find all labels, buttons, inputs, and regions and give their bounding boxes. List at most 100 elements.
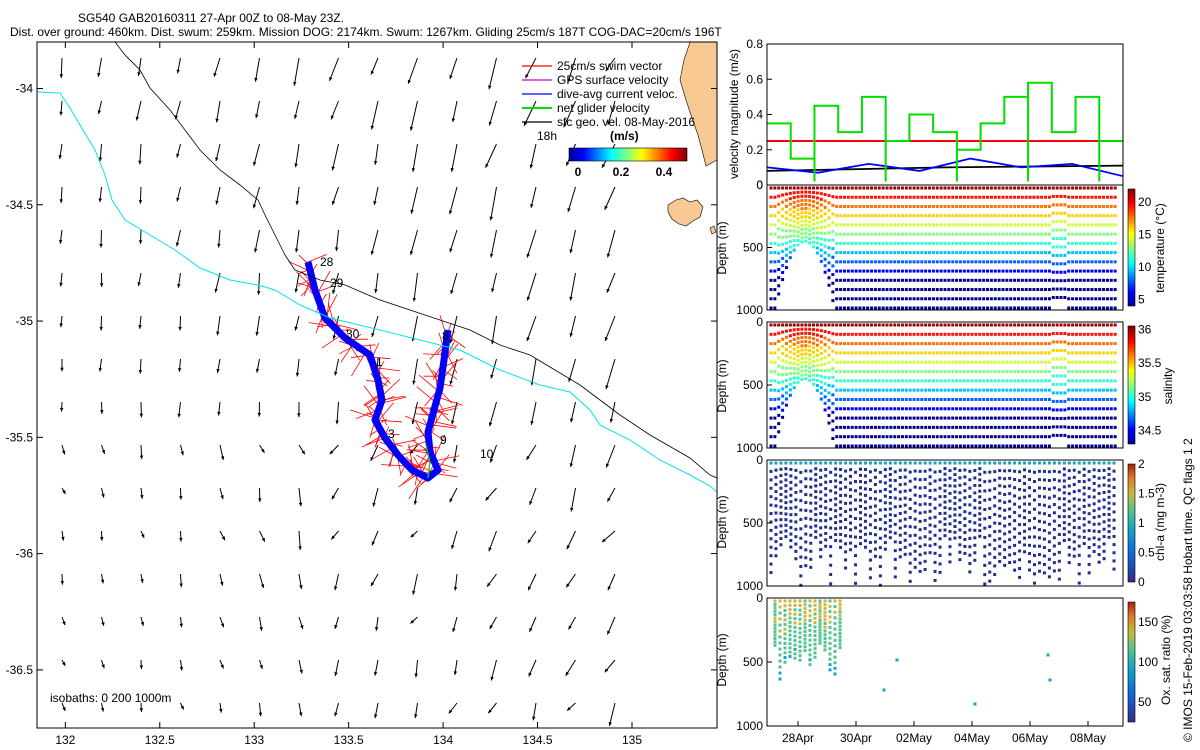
section-sample (863, 480, 867, 484)
section-sample (803, 607, 807, 611)
section-sample (1052, 503, 1056, 507)
section-x-tick-label: 30Apr (840, 731, 872, 745)
section-sample (823, 408, 827, 412)
section-sample (1005, 370, 1009, 374)
section-sample (970, 332, 974, 336)
section-sample (939, 297, 943, 301)
section-sample (858, 467, 862, 471)
swim-vector (406, 449, 430, 451)
section-sample (1109, 407, 1113, 411)
section-sample (1092, 475, 1096, 479)
section-sample (924, 251, 928, 255)
section-sample (831, 290, 835, 294)
section-sample (819, 490, 823, 494)
section-sample (1071, 251, 1075, 255)
section-sample (828, 599, 832, 603)
map-colorbar (568, 147, 688, 162)
section-sample (1047, 540, 1051, 544)
section-sample (1098, 269, 1102, 273)
section-sample (935, 269, 939, 273)
section-sample (928, 288, 932, 292)
section-sample (1102, 397, 1106, 401)
map-x-tick-label: 134 (433, 733, 453, 747)
section-sample (1109, 388, 1113, 392)
section-sample (1044, 379, 1048, 383)
section-sample (962, 397, 966, 401)
section-sample (815, 221, 819, 225)
section-sample (1013, 332, 1017, 336)
section-sample (1059, 262, 1063, 266)
section-sample (799, 489, 803, 493)
section-sample (1020, 342, 1024, 346)
section-sample (800, 336, 804, 340)
section-sample (1071, 379, 1075, 383)
section-sample (968, 562, 972, 566)
section-sample (1057, 568, 1061, 572)
section-sample (1028, 186, 1032, 190)
section-sample (823, 199, 827, 203)
section-sample (799, 574, 803, 578)
section-sample (1067, 416, 1071, 420)
section-sample (943, 495, 947, 499)
section-sample (1013, 351, 1017, 355)
section-sample (781, 387, 785, 391)
section-sample (1063, 408, 1067, 412)
section-sample (904, 397, 908, 401)
section-sample (823, 607, 827, 611)
section-sample (955, 251, 959, 255)
section-sample (858, 223, 862, 227)
section-sample (1094, 186, 1098, 190)
section-sample (1048, 678, 1052, 682)
section-sample (798, 604, 802, 608)
section-sample (897, 260, 901, 264)
section-sample (866, 223, 870, 227)
section-sample (1051, 253, 1055, 257)
geo-velocity-arrowhead (373, 671, 378, 676)
section-sample (943, 379, 947, 383)
section-sample (792, 347, 796, 351)
section-sample (1003, 540, 1007, 544)
section-sample (1018, 461, 1022, 465)
section-sample (958, 351, 962, 355)
section-sample (1001, 332, 1005, 336)
section-sample (774, 497, 778, 501)
section-sample (997, 360, 1001, 364)
section-sample (1105, 323, 1109, 327)
section-sample (842, 306, 846, 310)
section-sample (854, 379, 858, 383)
section-sample (833, 610, 837, 614)
section-sample (1082, 323, 1086, 327)
section-sample (1078, 425, 1082, 429)
section-sample (1097, 530, 1101, 534)
section-sample (962, 223, 966, 227)
section-sample (1028, 435, 1032, 439)
geo-velocity-arrowhead (294, 288, 298, 293)
section-sample (870, 260, 874, 264)
section-y-tick-label: 0 (756, 453, 763, 467)
section-sample (1016, 388, 1020, 392)
section-sample (1102, 232, 1106, 236)
section-sample (1077, 563, 1081, 567)
section-sample (1112, 526, 1116, 530)
section-sample (1028, 288, 1032, 292)
section-sample (1063, 416, 1067, 420)
geo-velocity-arrowhead (410, 619, 415, 624)
section-sample (1001, 306, 1005, 310)
section-sample (1009, 232, 1013, 236)
geo-velocity-arrowhead (261, 537, 265, 542)
section-sample (778, 671, 782, 675)
section-sample (943, 342, 947, 346)
geo-velocity-arrowhead (448, 210, 453, 215)
section-sample (835, 397, 839, 401)
section-sample (986, 425, 990, 429)
section-sample (800, 198, 804, 202)
section-sample (1047, 370, 1051, 374)
section-sample (1005, 260, 1009, 264)
section-sample (798, 599, 802, 603)
section-sample (1102, 535, 1106, 539)
section-sample (1077, 544, 1081, 548)
geo-velocity-arrowhead (215, 157, 219, 162)
section-sample (868, 523, 872, 527)
section-sample (935, 388, 939, 392)
